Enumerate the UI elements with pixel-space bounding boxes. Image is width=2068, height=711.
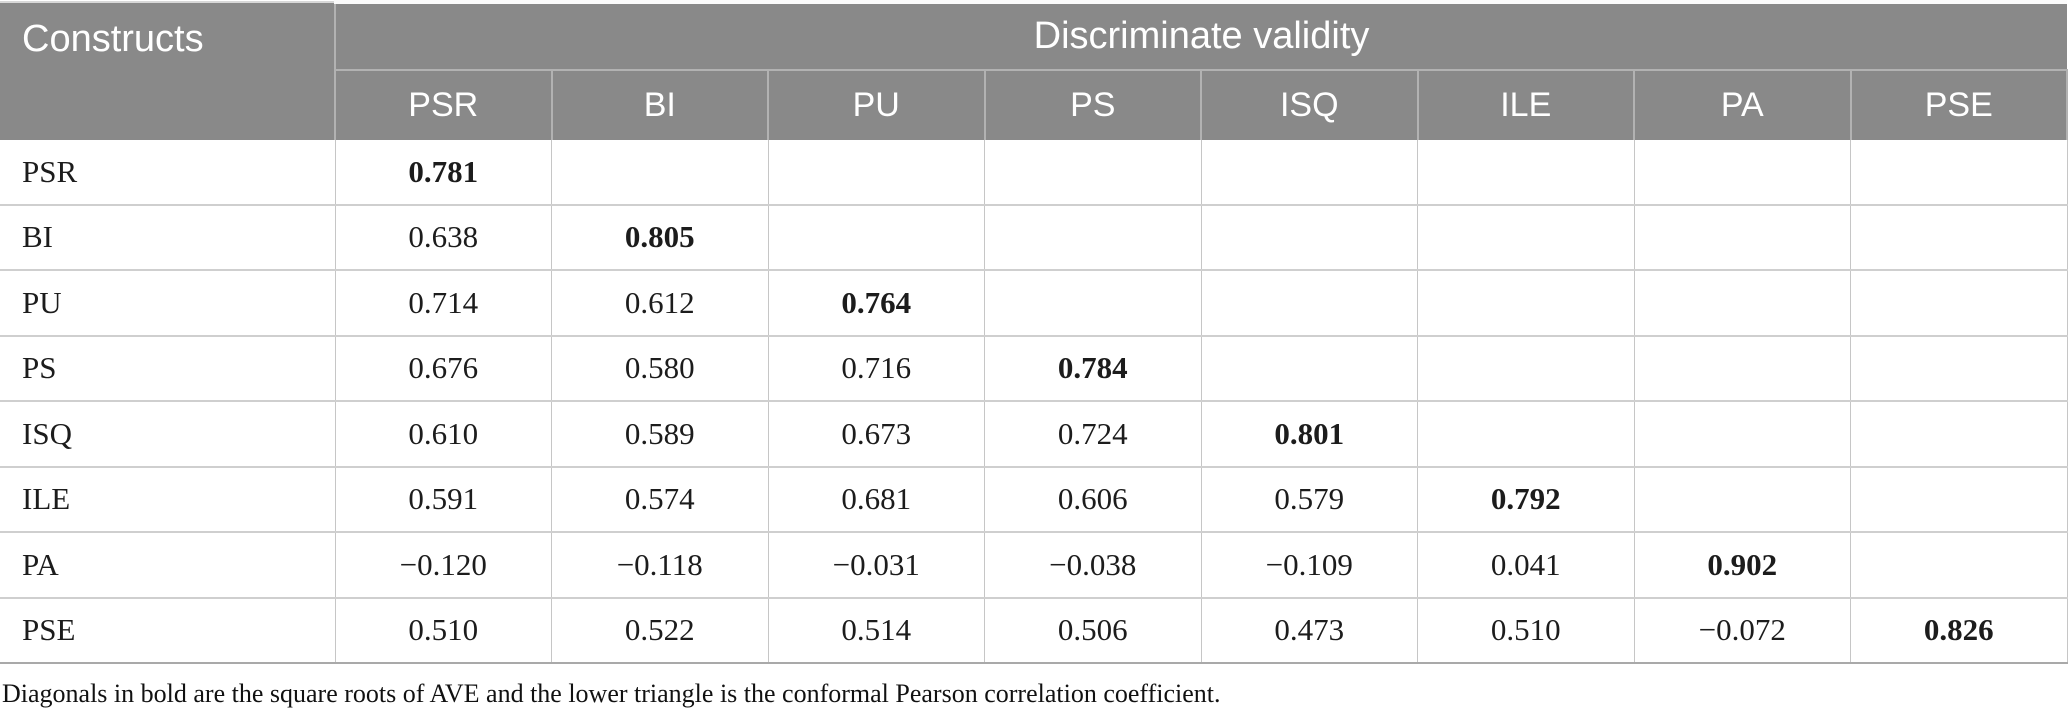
table-row: PS 0.676 0.580 0.716 0.784: [0, 334, 2068, 401]
value-cell: 0.506: [984, 596, 1201, 664]
value-cell: [1850, 140, 2068, 205]
value-cell: 0.781: [334, 140, 552, 205]
column-header-pa: PA: [1633, 70, 1851, 140]
table-row: PU 0.714 0.612 0.764: [0, 269, 2068, 336]
table-row: ILE 0.591 0.574 0.681 0.606 0.579 0.792: [0, 465, 2068, 532]
value-cell: [1417, 269, 1634, 336]
row-label-isq: ISQ: [0, 400, 335, 467]
value-cell: 0.473: [1200, 596, 1418, 664]
column-header-pu: PU: [767, 70, 985, 140]
value-cell: −0.118: [551, 531, 768, 598]
value-cell: 0.681: [767, 465, 985, 532]
value-cell: [551, 140, 768, 205]
value-cell: −0.120: [334, 531, 552, 598]
value-cell: 0.580: [551, 334, 768, 401]
value-cell: 0.638: [334, 203, 552, 270]
value-cell: [1200, 269, 1418, 336]
value-cell: [1417, 334, 1634, 401]
value-cell: [1850, 334, 2068, 401]
value-cell: 0.902: [1633, 531, 1851, 598]
row-label-pa: PA: [0, 531, 335, 598]
column-header-psr: PSR: [334, 70, 552, 140]
group-header-row: Constructs Discriminate validity: [0, 0, 2067, 140]
value-cell: 0.510: [1417, 596, 1634, 664]
row-label-bi: BI: [0, 203, 335, 270]
value-cell: [1200, 140, 1418, 205]
row-label-ile: ILE: [0, 465, 335, 532]
value-cell: 0.724: [984, 400, 1201, 467]
value-cell: [1633, 334, 1851, 401]
table-header: Constructs Discriminate validity PSR BI PU…: [0, 0, 2068, 140]
value-cell: −0.072: [1633, 596, 1851, 664]
column-header-isq: ISQ: [1200, 70, 1418, 140]
value-cell: 0.589: [551, 400, 768, 467]
value-cell: [1633, 203, 1851, 270]
value-cell: [767, 140, 985, 205]
group-header-discriminate-validity: Discriminate validity: [334, 0, 2067, 71]
value-cell: [1850, 203, 2068, 270]
table-row: PA −0.120 −0.118 −0.031 −0.038 −0.109 0.041 0.9…: [0, 531, 2068, 598]
column-header-ile: ILE: [1416, 70, 1634, 140]
value-cell: −0.109: [1200, 531, 1418, 598]
discriminant-validity-table: Constructs Discriminate validity PSR BI PU…: [0, 0, 2068, 664]
column-header-bi: BI: [550, 70, 768, 140]
table-row: PSE 0.510 0.522 0.514 0.506 0.473 0.510 −0.072 0…: [0, 596, 2068, 664]
value-cell: 0.801: [1200, 400, 1418, 467]
value-cell: 0.676: [334, 334, 552, 401]
table-footnote: Diagonals in bold are the square roots o…: [2, 679, 1221, 708]
row-label-ps: PS: [0, 334, 335, 401]
value-cell: 0.514: [767, 596, 985, 664]
table-row: PSR 0.781: [0, 140, 2068, 205]
row-label-pu: PU: [0, 269, 335, 336]
value-cell: −0.038: [984, 531, 1201, 598]
value-cell: [1850, 531, 2068, 598]
value-cell: 0.574: [551, 465, 768, 532]
column-header-row: PSR BI PU PS ISQ ILE PA PSE: [0, 70, 2068, 140]
value-cell: [1417, 140, 1634, 205]
value-cell: 0.714: [334, 269, 552, 336]
value-cell: [984, 140, 1201, 205]
value-cell: [984, 269, 1201, 336]
column-header-ps: PS: [983, 70, 1201, 140]
value-cell: −0.031: [767, 531, 985, 598]
row-label-psr: PSR: [0, 140, 335, 205]
value-cell: 0.673: [767, 400, 985, 467]
value-cell: [1633, 140, 1851, 205]
value-cell: 0.764: [767, 269, 985, 336]
value-cell: 0.826: [1850, 596, 2068, 664]
value-cell: [1633, 465, 1851, 532]
corner-header-constructs: Constructs: [0, 1, 335, 140]
value-cell: [767, 203, 985, 270]
value-cell: [1200, 334, 1418, 401]
value-cell: [1417, 400, 1634, 467]
value-cell: 0.716: [767, 334, 985, 401]
value-cell: [1633, 400, 1851, 467]
table-row: ISQ 0.610 0.589 0.673 0.724 0.801: [0, 400, 2068, 467]
value-cell: [1850, 269, 2068, 336]
value-cell: 0.591: [334, 465, 552, 532]
value-cell: 0.606: [984, 465, 1201, 532]
value-cell: 0.612: [551, 269, 768, 336]
value-cell: 0.522: [551, 596, 768, 664]
value-cell: [984, 203, 1201, 270]
row-label-pse: PSE: [0, 596, 335, 664]
value-cell: [1200, 203, 1418, 270]
value-cell: 0.579: [1200, 465, 1418, 532]
value-cell: 0.610: [334, 400, 552, 467]
value-cell: [1417, 203, 1634, 270]
value-cell: 0.784: [984, 334, 1201, 401]
value-cell: 0.041: [1417, 531, 1634, 598]
value-cell: 0.510: [334, 596, 552, 664]
value-cell: [1850, 400, 2068, 467]
value-cell: [1850, 465, 2068, 532]
column-header-pse: PSE: [1849, 70, 2068, 140]
table-row: BI 0.638 0.805: [0, 203, 2068, 270]
value-cell: 0.805: [551, 203, 768, 270]
value-cell: 0.792: [1417, 465, 1634, 532]
table-body: PSR 0.781 BI 0.638 0.805 PU 0.714 0.612 0.764 PS 0…: [0, 140, 2068, 664]
value-cell: [1633, 269, 1851, 336]
